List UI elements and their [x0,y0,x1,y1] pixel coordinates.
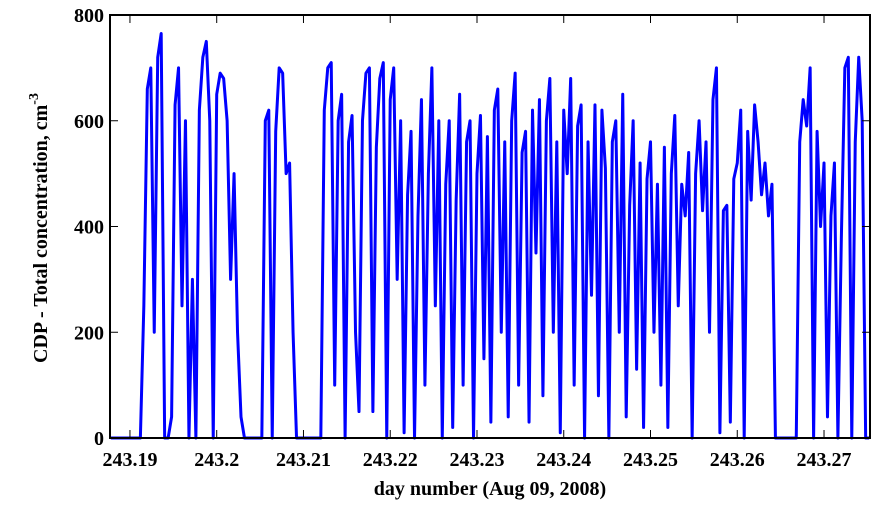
x-tick-label: 243.24 [536,449,591,471]
x-tick-label: 243.26 [710,449,765,471]
data-line [110,32,870,440]
y-axis-label-superscript: -3 [27,93,42,105]
y-tick-label: 600 [74,111,104,133]
y-tick-label: 200 [74,322,104,344]
y-tick-label: 800 [74,5,104,27]
x-tick-label: 243.23 [449,449,504,471]
x-tick-label: 243.27 [797,449,852,471]
y-tick-label: 400 [74,217,104,239]
y-tick-label: 0 [94,428,104,450]
x-tick-label: 243.22 [363,449,418,471]
x-tick-label: 243.21 [276,449,331,471]
x-tick-label: 243.2 [194,449,239,471]
x-tick-label: 243.25 [623,449,678,471]
x-tick-label: 243.19 [102,449,157,471]
y-axis-label: CDP - Total concentration, cm-3 [27,93,52,363]
y-axis-label-main: CDP - Total concentration, cm [30,104,52,363]
x-axis-label: day number (Aug 09, 2008) [374,478,606,500]
